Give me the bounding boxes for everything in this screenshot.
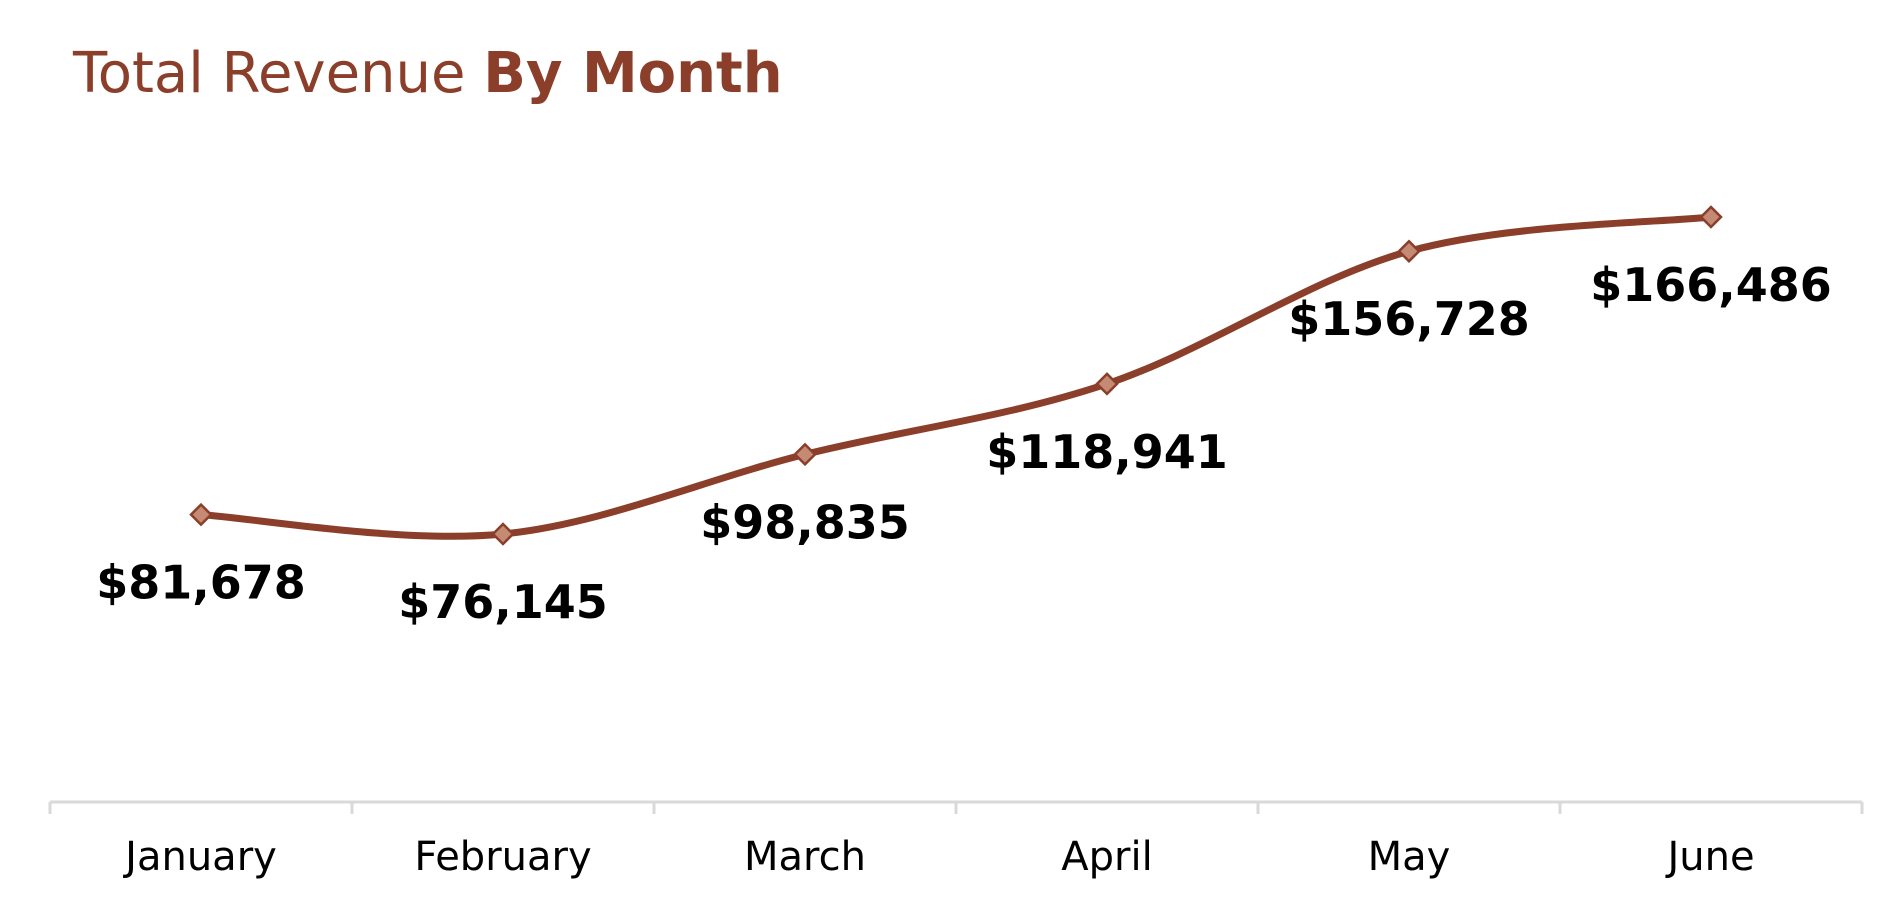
series-line-group: [197, 213, 1715, 540]
x-tick-label-april: April: [1061, 834, 1152, 880]
tick-label-group: January February March April May June: [122, 834, 1754, 880]
x-tick-label-february: February: [414, 834, 591, 880]
x-axis: [48, 800, 1864, 814]
data-label-january: $81,678: [96, 556, 306, 610]
data-point-marker-january: [189, 502, 213, 527]
data-point-marker-june: [1699, 205, 1723, 229]
data-point-marker-april: [1095, 372, 1119, 396]
x-tick-label-march: March: [744, 834, 866, 880]
data-point-marker-february: [491, 522, 515, 546]
series-line: [197, 213, 1715, 540]
data-point-marker-may: [1397, 239, 1421, 264]
data-label-march: $98,835: [700, 495, 910, 549]
data-label-february: $76,145: [398, 575, 608, 629]
chart-title-bold: By Month: [483, 41, 783, 106]
chart-title-light: Total Revenue: [73, 41, 484, 106]
data-label-may: $156,728: [1288, 292, 1530, 346]
data-label-group: $81,678 $76,145 $98,835 $118,941 $156,728 $16…: [96, 258, 1832, 629]
data-label-june: $166,486: [1590, 258, 1832, 312]
x-tick-label-may: May: [1368, 834, 1451, 880]
x-tick-label-january: January: [122, 834, 277, 880]
marker-group: [189, 205, 1723, 546]
x-tick-label-june: June: [1664, 834, 1754, 880]
data-label-april: $118,941: [986, 425, 1228, 479]
chart-title: Total Revenue By Month: [73, 46, 783, 102]
data-point-marker-march: [793, 442, 817, 467]
